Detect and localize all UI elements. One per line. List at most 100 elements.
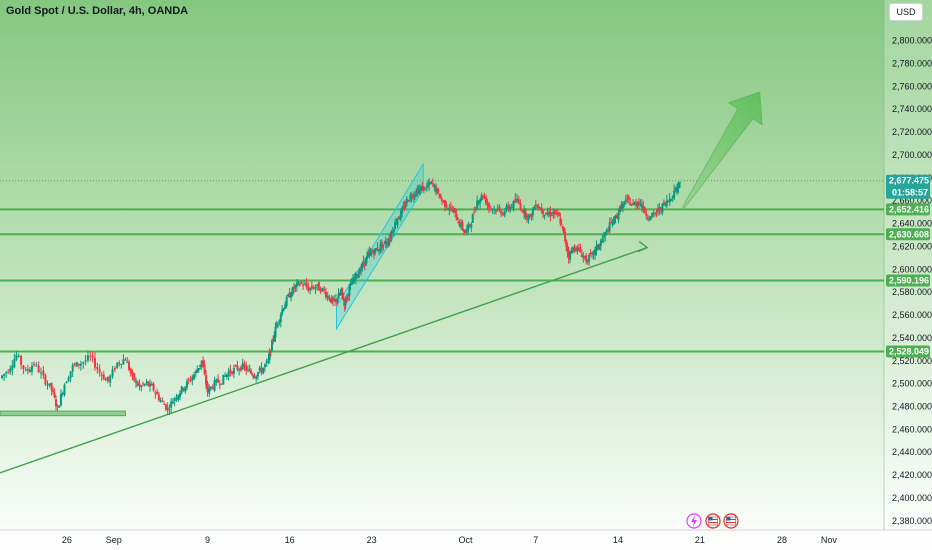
candle-body (519, 203, 522, 210)
candle-body (65, 381, 68, 384)
candle-body (336, 298, 339, 303)
candle-body (46, 384, 49, 386)
candle-body (297, 281, 300, 283)
y-tick-label: 2,620.000 (892, 241, 932, 251)
candle-body (493, 208, 496, 210)
y-tick-label: 2,540.000 (892, 333, 932, 343)
candle-body (580, 254, 583, 258)
candle-body (342, 298, 345, 301)
candle-body (252, 376, 255, 378)
candle-body (643, 207, 646, 214)
candle-body (676, 186, 679, 193)
candle-body (197, 367, 200, 371)
currency-button[interactable]: USD (889, 3, 923, 21)
candle-body (53, 393, 56, 398)
flag-canton (726, 517, 731, 521)
candle-body (100, 374, 103, 376)
candle-body (30, 365, 33, 372)
candle-body (26, 369, 29, 371)
candle-body (479, 199, 482, 204)
candle-body (231, 371, 234, 374)
candle-body (208, 387, 211, 394)
candle-body (7, 371, 10, 373)
candle-body (211, 387, 214, 389)
candle-body (253, 376, 256, 378)
current-price-tag (886, 174, 930, 199)
candle-body (193, 374, 196, 380)
flag-body (726, 516, 736, 526)
candle-body (348, 287, 351, 296)
x-tick-label: 9 (205, 535, 210, 545)
candle-body (50, 382, 53, 390)
candle-body (189, 380, 192, 382)
candle-body (555, 212, 558, 214)
candle-body (256, 372, 259, 377)
y-tick-label: 2,660.000 (892, 196, 932, 206)
candle-body (370, 252, 373, 254)
candle-body (629, 202, 632, 206)
candle-body (91, 355, 94, 358)
candle-body (610, 221, 613, 223)
y-tick-label: 2,500.000 (892, 379, 932, 389)
candle-body (309, 287, 312, 290)
candle-body (665, 200, 668, 206)
candle-body (539, 208, 542, 210)
candle-body (589, 253, 592, 255)
candle-body (636, 202, 639, 207)
candle-body (202, 360, 205, 368)
candle-body (594, 249, 596, 256)
candle-body (560, 223, 563, 225)
candle-body (605, 229, 608, 233)
candle-body (588, 254, 591, 262)
candle-body (365, 255, 368, 260)
candle-body (305, 282, 308, 288)
flash-event-icon[interactable] (686, 513, 702, 529)
candle-body (271, 340, 273, 351)
candle-body (402, 206, 405, 209)
candle-body (414, 195, 417, 197)
candle-body (467, 223, 470, 230)
candle-body (399, 211, 402, 219)
candle-body (579, 247, 582, 253)
candle-body (282, 308, 285, 311)
candle-body (552, 211, 555, 214)
candle-body (509, 206, 511, 211)
candle-body (367, 252, 370, 257)
candle-body (63, 384, 66, 395)
candle-body (496, 209, 499, 211)
candle-body (285, 297, 288, 306)
candle-body (564, 231, 567, 242)
candle-body (446, 208, 449, 210)
candle-body (24, 369, 27, 371)
us-flag-event-icon[interactable] (705, 513, 721, 529)
candle-body (292, 287, 295, 290)
candle-body (42, 370, 45, 376)
candle-body (194, 370, 197, 374)
candle-body (464, 230, 467, 234)
y-tick-label: 2,740.000 (892, 104, 932, 114)
y-tick-label: 2,480.000 (892, 402, 932, 412)
candle-body (82, 362, 85, 364)
candle-body (646, 217, 649, 219)
candle-body (621, 203, 624, 209)
candle-body (528, 214, 531, 216)
candle-body (138, 383, 141, 387)
us-flag-event-icon[interactable] (723, 513, 739, 529)
candle-body (533, 207, 536, 211)
countdown-label: 01:58:57 (892, 188, 928, 198)
candle-body (545, 212, 548, 215)
candle-body (317, 282, 320, 291)
candle-body (255, 375, 258, 380)
candle-body (369, 252, 372, 255)
candle-body (224, 375, 227, 377)
candle-body (173, 398, 176, 401)
candle-body (382, 244, 385, 246)
candle-body (640, 203, 643, 208)
candle-body (238, 369, 241, 371)
candle-body (284, 304, 287, 309)
candle-body (67, 377, 70, 382)
candle-body (330, 297, 333, 303)
x-tick-label: 26 (62, 535, 72, 545)
